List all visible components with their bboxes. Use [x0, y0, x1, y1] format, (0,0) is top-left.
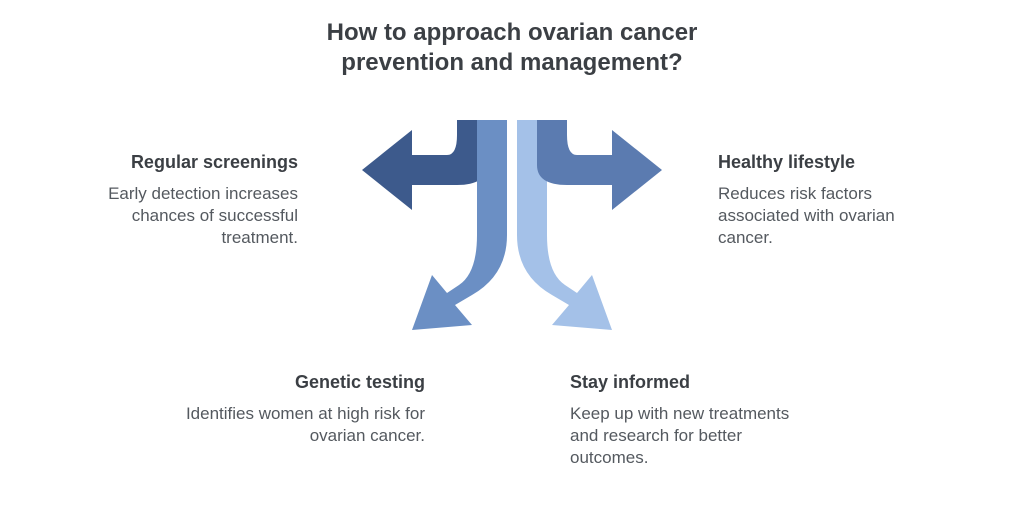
arrow-outer-right	[537, 120, 662, 210]
item-healthy-lifestyle: Healthy lifestyle Reduces risk factors a…	[718, 152, 948, 249]
item-heading: Healthy lifestyle	[718, 152, 948, 173]
item-heading: Stay informed	[570, 372, 820, 393]
item-desc: Identifies women at high risk for ovaria…	[175, 403, 425, 447]
item-heading: Regular screenings	[68, 152, 298, 173]
item-desc: Keep up with new treatments and research…	[570, 403, 820, 469]
arrow-outer-left	[362, 120, 487, 210]
item-genetic-testing: Genetic testing Identifies women at high…	[175, 372, 425, 447]
item-regular-screenings: Regular screenings Early detection incre…	[68, 152, 298, 249]
diagram-title: How to approach ovarian cancer preventio…	[302, 18, 722, 78]
item-desc: Reduces risk factors associated with ova…	[718, 183, 948, 249]
item-desc: Early detection increases chances of suc…	[68, 183, 298, 249]
item-heading: Genetic testing	[175, 372, 425, 393]
item-stay-informed: Stay informed Keep up with new treatment…	[570, 372, 820, 469]
fountain-arrows	[347, 115, 677, 375]
